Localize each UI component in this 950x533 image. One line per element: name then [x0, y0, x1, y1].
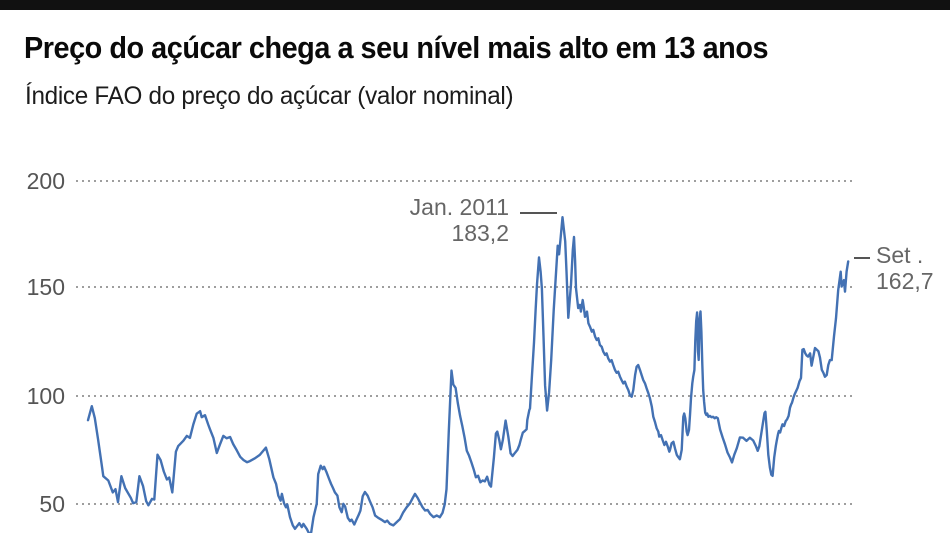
- latest-point-label: Set .: [876, 242, 924, 268]
- latest-point-value: 162,7: [876, 268, 934, 294]
- peak-2011-leader-line: [520, 212, 557, 214]
- y-axis-tick-50: 50: [39, 491, 65, 517]
- chart-subtitle: Índice FAO do preço do açúcar (valor nom…: [25, 82, 514, 110]
- peak-2011-value: 183,2: [451, 220, 509, 246]
- gridline-150: [76, 286, 852, 288]
- peak-2011-annotation: Jan. 2011 183,2: [410, 194, 509, 246]
- page-title: Preço do açúcar chega a seu nível mais a…: [24, 30, 769, 65]
- peak-2011-label: Jan. 2011: [409, 194, 509, 220]
- top-accent-bar: [0, 0, 950, 10]
- latest-point-leader-line: [854, 257, 870, 259]
- gridline-100: [76, 395, 852, 397]
- y-axis-tick-150: 150: [26, 274, 65, 300]
- gridline-200: [76, 180, 852, 182]
- y-axis-tick-100: 100: [26, 383, 65, 409]
- gridline-50: [76, 503, 852, 505]
- latest-point-annotation: Set . 162,7: [876, 242, 934, 294]
- price-line: [86, 215, 850, 533]
- y-axis-tick-200: 200: [26, 168, 65, 194]
